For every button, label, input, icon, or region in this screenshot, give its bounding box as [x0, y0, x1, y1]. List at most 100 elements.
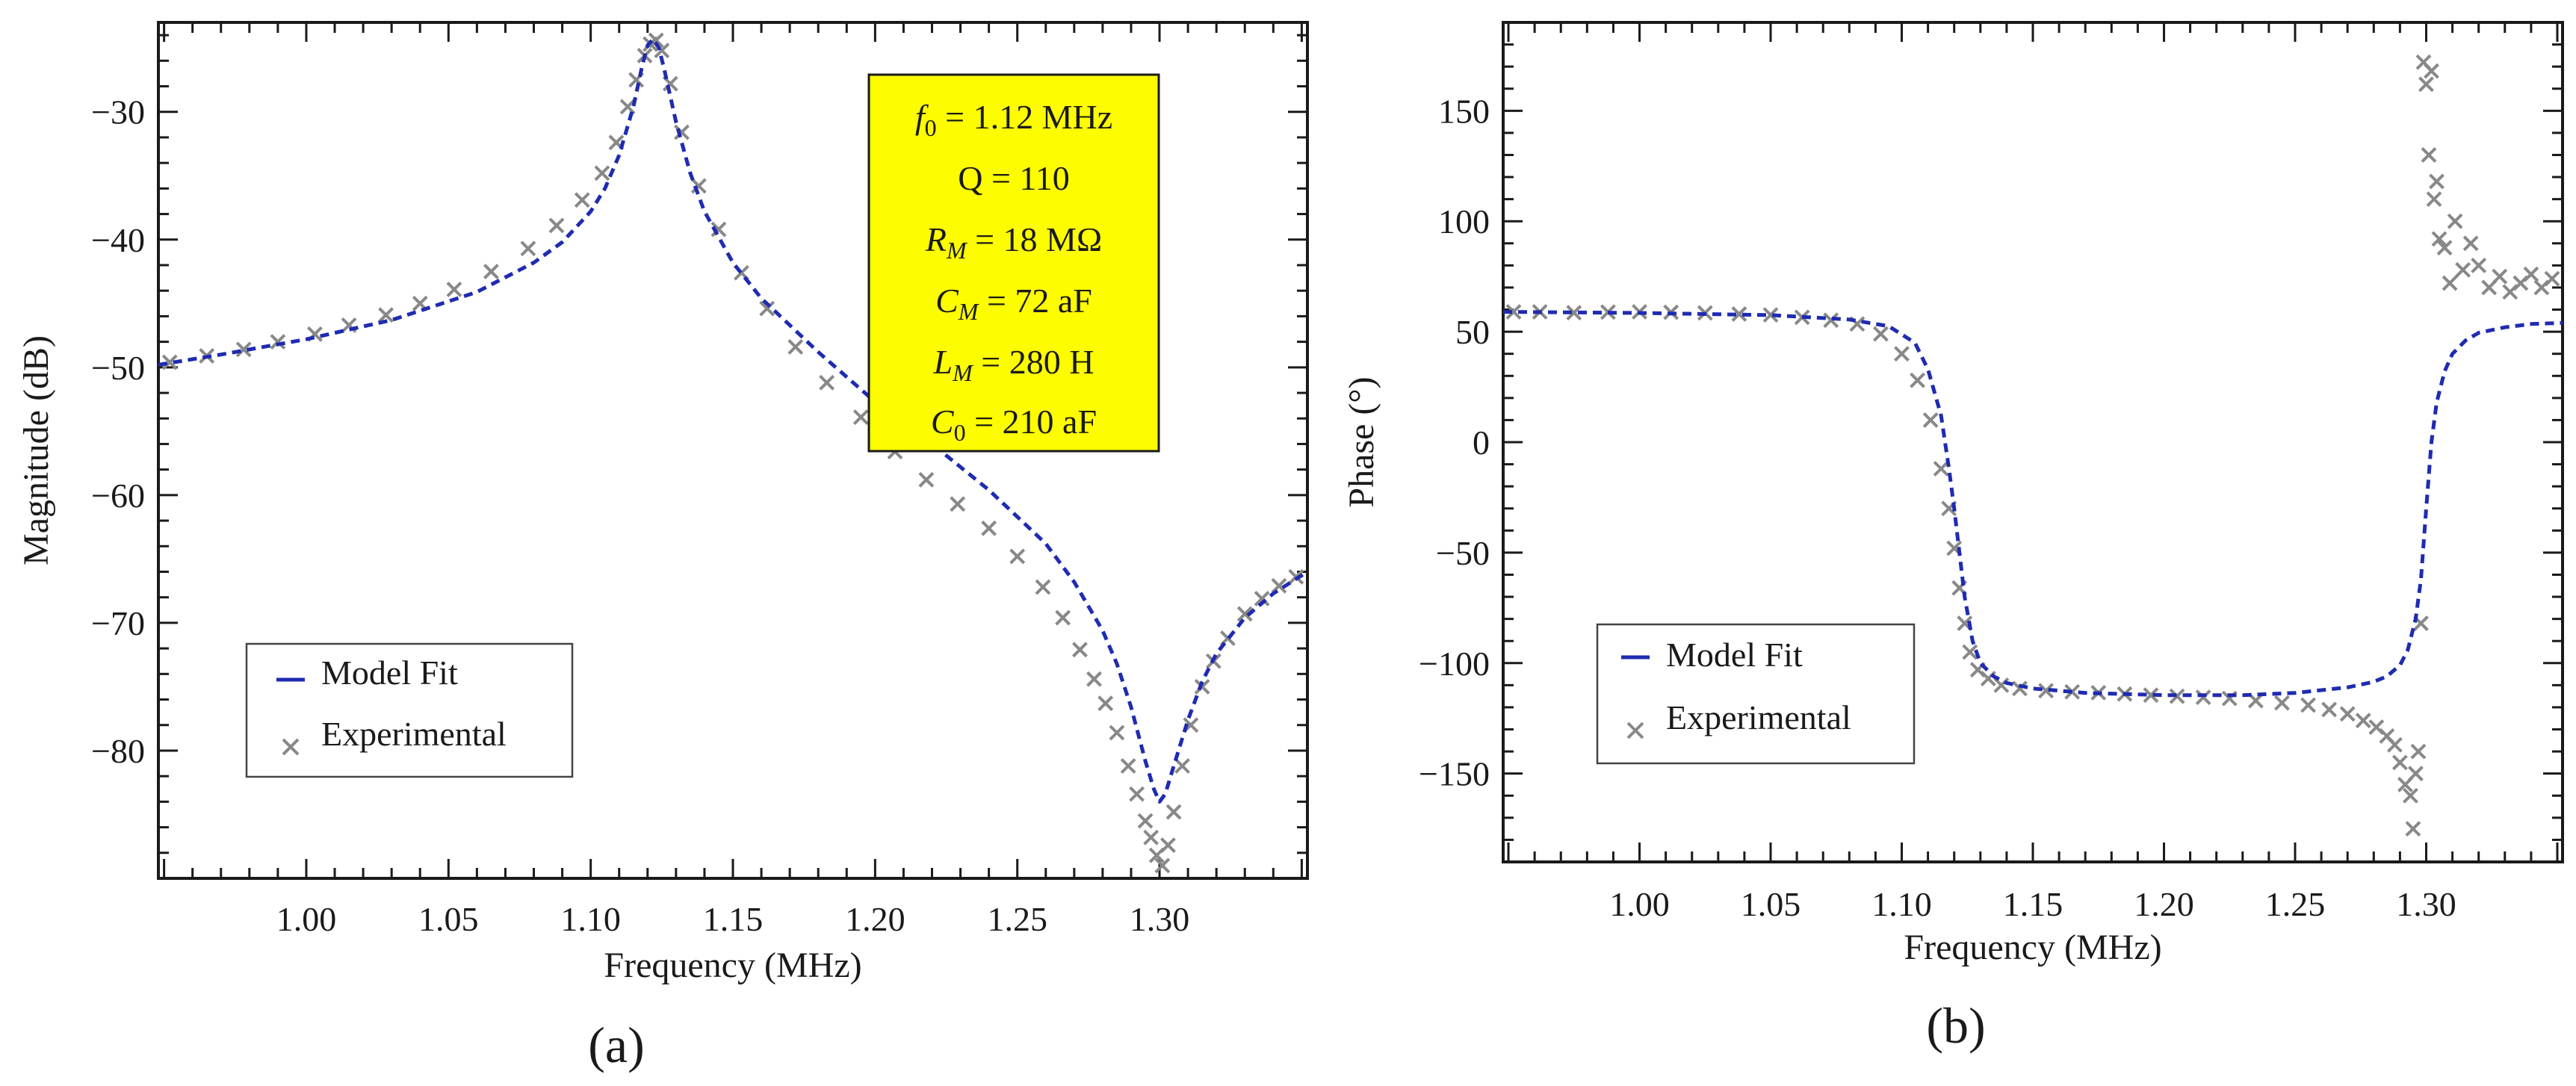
experimental-point	[1165, 804, 1182, 820]
legend-model-fit-label-a: Model Fit	[321, 654, 458, 692]
experimental-point	[1055, 609, 1071, 626]
param-cm: CM = 72 aF	[935, 282, 1092, 325]
experimental-point	[1009, 548, 1026, 565]
y-tick-label: 100	[1438, 202, 1490, 241]
experimental-point	[2429, 173, 2445, 190]
x-axis-label-b: Frequency (MHz)	[1904, 928, 2161, 967]
param-f0-value: = 1.12 MHz	[937, 98, 1112, 136]
series-group-b	[1503, 54, 2563, 837]
legend-b: Model Fit Experimental	[1596, 623, 1916, 765]
y-tick-label: 0	[1473, 423, 1490, 462]
experimental-point	[1873, 326, 1889, 342]
experimental-point	[1143, 829, 1159, 845]
parameter-box: f0 = 1.12 MHz Q = 110 RM = 18 MΩ CM = 72…	[867, 73, 1160, 453]
x-tick-label: 1.30	[2396, 885, 2456, 923]
legend-model-fit-label-b: Model Fit	[1666, 636, 1803, 674]
panel-label-b: (b)	[1926, 997, 1985, 1054]
x-tick-label: 1.15	[2003, 885, 2063, 923]
x-tick-label: 1.25	[2265, 885, 2326, 923]
y-tick-label: −60	[91, 477, 145, 515]
legend-box-b	[1596, 623, 1916, 765]
experimental-point	[2523, 266, 2539, 282]
experimental-point	[2391, 754, 2408, 771]
experimental-point	[235, 341, 252, 358]
experimental-point	[548, 217, 565, 234]
model-fit-line	[1503, 310, 2563, 698]
experimental-point	[787, 339, 804, 355]
experimental-point	[950, 496, 966, 512]
x-tick-label: 1.20	[2134, 885, 2194, 923]
experimental-point	[2321, 701, 2338, 718]
experimental-point	[2462, 235, 2479, 252]
experimental-point	[2492, 268, 2508, 285]
experimental-point	[2403, 787, 2418, 804]
experimental-point	[1922, 412, 1939, 428]
x-tick-label: 1.05	[418, 900, 479, 938]
experimental-point	[2064, 683, 2081, 700]
experimental-point	[2436, 240, 2453, 256]
experimental-point	[520, 241, 536, 257]
experimental-point	[270, 334, 286, 350]
param-rm-sub: M	[946, 237, 968, 264]
y-tick-label: −150	[1419, 755, 1490, 793]
x-tick-labels-a: 1.00 1.05 1.10 1.15 1.20 1.25 1.30	[276, 900, 1190, 938]
experimental-point	[2544, 270, 2560, 287]
y-tick-label: −50	[1436, 534, 1490, 572]
experimental-point	[574, 192, 590, 208]
experimental-point	[2300, 697, 2316, 713]
x-axis-label-a: Frequency (MHz)	[604, 946, 861, 985]
experimental-point	[852, 409, 869, 425]
experimental-point	[1566, 305, 1582, 321]
x-tick-label: 1.15	[703, 900, 764, 938]
experimental-point	[1254, 590, 1270, 606]
experimental-point	[1137, 813, 1154, 829]
param-lm: LM = 280 H	[933, 343, 1095, 386]
y-tick-label: 150	[1438, 92, 1490, 130]
experimental-point	[2410, 743, 2427, 760]
experimental-point	[1910, 372, 1925, 388]
y-tick-labels-a: −30 −40 −50 −60 −70 −80	[91, 93, 145, 770]
param-f0: f0 = 1.12 MHz	[915, 98, 1112, 141]
experimental-point	[2431, 231, 2447, 247]
experimental-point	[1109, 724, 1125, 741]
x-tick-label: 1.00	[1609, 885, 1670, 923]
experimental-point	[674, 124, 690, 140]
experimental-point	[981, 520, 997, 536]
param-c0: C0 = 210 aF	[931, 403, 1097, 446]
param-rm: RM = 18 MΩ	[925, 220, 1102, 264]
experimental-point	[819, 374, 835, 391]
y-tick-label: −50	[91, 349, 145, 387]
y-tick-label: −100	[1419, 645, 1490, 683]
experimental-point	[1086, 671, 1102, 687]
experimental-point	[2471, 257, 2487, 273]
experimental-point	[1933, 461, 1949, 477]
y-tick-label: −40	[91, 221, 145, 259]
experimental-point	[1731, 306, 1747, 322]
param-rm-value: = 18 MΩ	[967, 220, 1103, 258]
panel-label-a: (a)	[588, 1017, 644, 1073]
param-lm-sub: M	[952, 359, 974, 386]
x-tick-label: 1.30	[1130, 900, 1190, 938]
plot-area-b	[1503, 54, 2563, 837]
experimental-point	[2339, 706, 2356, 722]
y-tick-labels-b: 150 100 50 0 −50 −100 −150	[1419, 92, 1490, 792]
experimental-point	[2455, 261, 2471, 278]
plot-area-a	[158, 32, 1307, 874]
series-group-a	[158, 32, 1307, 874]
experimental-point	[759, 300, 775, 317]
experimental-point	[2408, 766, 2424, 782]
experimental-point	[1823, 312, 1839, 329]
legend-experimental-label-a: Experimental	[321, 715, 507, 753]
experimental-point	[2143, 687, 2159, 704]
experimental-point	[648, 32, 664, 49]
experimental-point	[1271, 577, 1287, 594]
x-tick-labels-b: 1.00 1.05 1.10 1.15 1.20 1.25 1.30	[1609, 885, 2456, 923]
experimental-point	[1174, 758, 1190, 774]
experimental-point	[1160, 837, 1176, 853]
experimental-point	[378, 307, 394, 323]
legend-experimental-swatch-a	[282, 738, 300, 756]
x-tick-label: 1.10	[560, 900, 621, 938]
experimental-point	[619, 99, 636, 115]
experimental-point	[710, 221, 727, 238]
